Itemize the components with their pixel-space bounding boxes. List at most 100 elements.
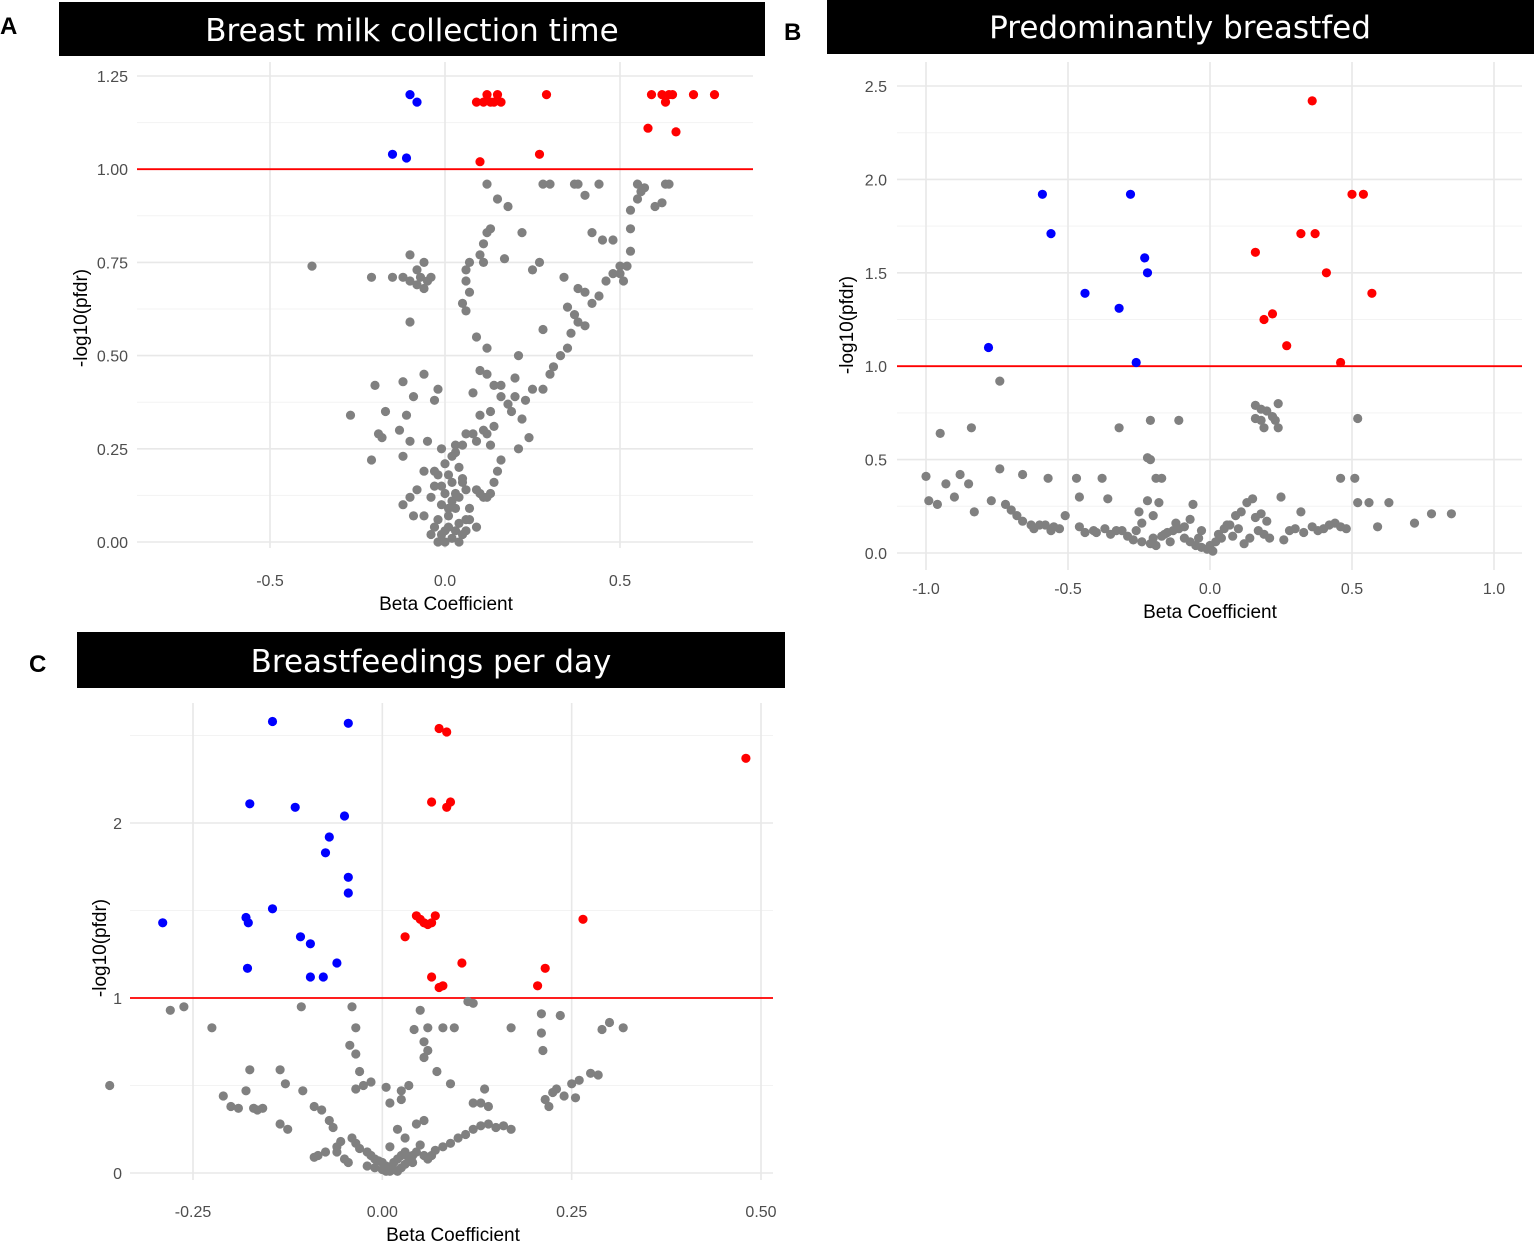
plot-area-c: -0.25 0.00 0.25 0.50 0 1 2 xyxy=(105,703,777,1221)
data-point-ns xyxy=(436,529,447,540)
data-point-ns xyxy=(1145,415,1155,425)
data-point-up xyxy=(540,963,550,973)
data-point-ns xyxy=(370,380,380,390)
data-point-ns xyxy=(1043,473,1053,483)
data-point-ns xyxy=(615,261,625,271)
data-point-ns xyxy=(482,179,492,189)
data-point-ns xyxy=(485,406,496,417)
data-point-down xyxy=(267,904,278,914)
data-point-up xyxy=(430,911,440,921)
data-point-up xyxy=(660,97,671,107)
data-point-down xyxy=(267,716,278,727)
data-point-ns xyxy=(307,261,317,271)
data-point-ns xyxy=(433,384,443,394)
data-point-ns xyxy=(461,526,471,536)
data-point-ns xyxy=(408,1157,418,1168)
data-point-ns xyxy=(328,1122,338,1133)
data-point-ns xyxy=(443,503,454,513)
x-tick-label: 0.25 xyxy=(556,1204,587,1221)
data-point-ns xyxy=(1114,423,1124,433)
data-point-up xyxy=(489,97,499,107)
y-tick-label: 2 xyxy=(113,816,122,833)
data-point-ns xyxy=(538,384,548,394)
data-point-down xyxy=(305,972,315,982)
data-point-ns xyxy=(527,384,538,394)
data-point-down xyxy=(318,972,328,982)
y-axis-label-b: -log10(pfdr) xyxy=(837,276,858,374)
data-point-up xyxy=(578,914,588,924)
data-point-ns xyxy=(343,1157,353,1168)
data-point-ns xyxy=(1208,546,1218,556)
panel-c: C Breastfeedings per day -0.25 0.00 0.25 0.… xyxy=(29,632,785,1243)
data-point-ns xyxy=(1256,509,1266,519)
data-point-ns xyxy=(485,440,496,450)
data-point-up xyxy=(709,90,720,100)
data-point-ns xyxy=(664,179,674,189)
y-tick-label: 0.00 xyxy=(97,535,128,552)
data-point-ns xyxy=(1128,535,1138,545)
data-point-ns xyxy=(471,436,482,446)
data-point-ns xyxy=(468,1098,478,1108)
data-point-ns xyxy=(245,1065,255,1075)
data-point-ns xyxy=(445,1138,456,1148)
data-point-ns xyxy=(1137,518,1147,528)
data-point-ns xyxy=(457,440,468,450)
plot-area-a: -0.5 0.0 0.5 0.00 0.25 0.50 0.75 1.00 1.25 xyxy=(97,62,753,590)
data-point-ns xyxy=(567,1079,577,1089)
data-point-ns xyxy=(1131,526,1141,536)
data-point-ns xyxy=(450,440,461,450)
data-point-ns xyxy=(447,451,457,461)
data-point-ns xyxy=(536,1009,547,1019)
data-point-ns xyxy=(423,1045,433,1056)
data-point-down xyxy=(387,149,398,159)
data-point-ns xyxy=(503,201,513,212)
data-point-down xyxy=(243,918,253,928)
data-point-ns xyxy=(419,1115,429,1126)
data-point-ns xyxy=(574,1075,584,1085)
x-axis-label-b: Beta Coefficient xyxy=(1143,602,1278,623)
data-point-ns xyxy=(1179,533,1189,543)
data-point-ns xyxy=(1160,529,1170,539)
panel-letter-b: B xyxy=(784,19,801,46)
data-point-up xyxy=(482,90,492,100)
data-point-ns xyxy=(296,1002,306,1012)
data-point-ns xyxy=(520,395,531,405)
data-point-ns xyxy=(345,1040,355,1050)
data-point-ns xyxy=(517,414,527,424)
data-point-ns xyxy=(449,1023,459,1033)
y-tick-label: 1.00 xyxy=(97,162,128,179)
data-point-ns xyxy=(593,1070,603,1080)
data-point-up xyxy=(442,727,452,737)
data-point-ns xyxy=(412,485,422,495)
data-point-ns xyxy=(625,224,636,234)
data-point-ns xyxy=(1097,473,1107,483)
data-point-ns xyxy=(573,283,583,294)
data-point-ns xyxy=(1148,533,1158,543)
data-point-ns xyxy=(450,526,461,536)
data-point-ns xyxy=(436,500,447,510)
data-point-ns xyxy=(385,1142,395,1152)
data-point-ns xyxy=(1273,399,1283,409)
y-tick-label: 0.75 xyxy=(97,255,128,272)
data-point-down xyxy=(983,342,994,353)
data-point-ns xyxy=(1276,492,1286,502)
data-point-ns xyxy=(392,1124,403,1134)
data-point-ns xyxy=(483,1119,493,1129)
data-point-down xyxy=(343,872,353,882)
data-point-ns xyxy=(241,1086,251,1096)
data-point-ns xyxy=(419,283,429,294)
data-point-down xyxy=(1080,288,1090,298)
data-point-up xyxy=(643,123,653,133)
data-point-ns xyxy=(496,455,506,465)
data-point-ns xyxy=(615,269,625,279)
data-point-ns xyxy=(921,471,931,481)
data-point-ns xyxy=(562,343,573,353)
data-point-ns xyxy=(468,1124,478,1134)
data-point-up xyxy=(646,90,657,100)
panel-letter-c: C xyxy=(29,651,46,678)
data-point-ns xyxy=(461,276,471,286)
data-point-ns xyxy=(580,321,590,331)
data-point-ns xyxy=(618,276,629,286)
x-tick-label: -1.0 xyxy=(912,581,940,598)
data-point-ns xyxy=(280,1079,290,1089)
